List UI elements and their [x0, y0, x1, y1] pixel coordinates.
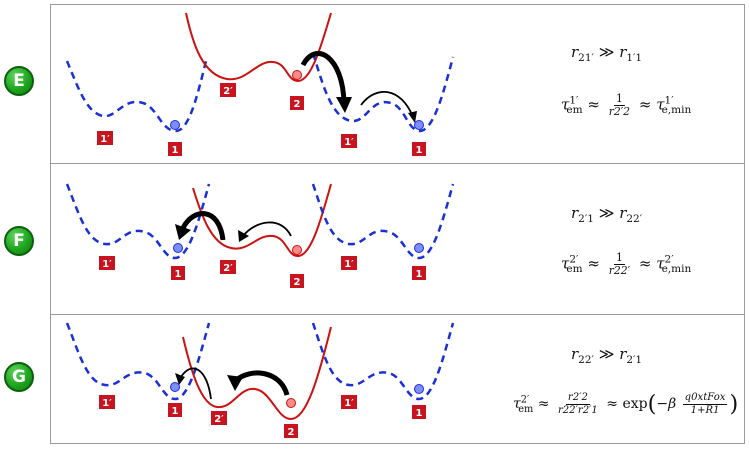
svg-text:1′: 1′	[344, 398, 354, 409]
panel-f-diagram: 1′ 1 2′ 2 1′ 1	[65, 183, 455, 288]
panel-f-condition: r2′1 ≫ r22′	[571, 204, 643, 225]
panel-f-fraction: 1 r22′	[608, 251, 631, 277]
thin-arrow	[360, 91, 414, 118]
svg-text:2: 2	[294, 277, 301, 288]
well-label-1p-right: 1′	[341, 395, 357, 409]
well-label-1p-left: 1′	[99, 256, 115, 270]
thin-arrow-head	[238, 230, 249, 242]
svg-text:1′: 1′	[100, 134, 110, 145]
panel-e-tau-equation: τ1′em ≈ 1 r2′2 ≈ τ1′e,min	[561, 92, 692, 118]
svg-text:2′: 2′	[223, 263, 233, 274]
particle-blue-right	[414, 120, 424, 130]
thick-arrow-head	[175, 224, 191, 240]
well-label-2: 2	[284, 424, 298, 438]
panel-e-fraction: 1 r2′2	[608, 92, 631, 118]
particle-blue-left	[173, 243, 183, 253]
particle-blue-right	[414, 243, 424, 253]
well-label-1-left: 1	[171, 266, 185, 280]
svg-text:1′: 1′	[344, 137, 354, 148]
panel-g-tau-equation: τ2′em ≈ r2′2 r22′r2′1 ≈ exp(−β q0xtFox 1+R…	[513, 391, 739, 417]
well-label-1-right: 1	[412, 266, 426, 280]
panel-g-exp-fraction: q0xtFox 1+R1	[682, 392, 728, 416]
panel-g-badge: G	[4, 362, 34, 392]
particle-red	[286, 398, 296, 408]
blue-left-well-curve	[65, 322, 211, 401]
panel-e-diagram: 1′ 1 2′ 2 1′ 1	[65, 12, 455, 156]
well-label-1-left: 1	[168, 142, 182, 156]
thick-arrow-head	[227, 375, 243, 391]
blue-left-well-curve	[65, 56, 209, 133]
svg-text:2′: 2′	[223, 86, 233, 97]
thick-arrow	[180, 211, 226, 241]
well-label-2p: 2′	[220, 260, 236, 274]
panel-e-badge: E	[4, 66, 34, 96]
panel-e-condition: r21′ ≫ r1′1	[571, 43, 643, 64]
svg-text:1′: 1′	[102, 259, 112, 270]
svg-text:1′: 1′	[102, 398, 112, 409]
particle-blue-left	[170, 120, 180, 130]
svg-text:2′: 2′	[214, 414, 224, 425]
panel-g-condition: r22′ ≫ r2′1	[571, 345, 643, 366]
red-middle-well-curve	[192, 183, 332, 258]
thin-arrow-head	[175, 373, 185, 385]
well-label-1p-right: 1′	[341, 256, 357, 270]
svg-text:1: 1	[172, 145, 179, 156]
panel-f: 1′ 1 2′ 2 1′ 1 r2′1 ≫ r22′ τ2′em ≈ 1 r22′…	[50, 163, 745, 315]
well-label-1p-right: 1′	[341, 134, 357, 148]
panel-e: 1′ 1 2′ 2 1′ 1 r21′ ≫ r1′1 τ1′em ≈ 1 r2′2…	[50, 4, 745, 164]
particle-blue-left	[170, 382, 180, 392]
svg-text:1: 1	[416, 408, 423, 419]
red-middle-well-curve	[185, 12, 332, 83]
well-label-2: 2	[290, 274, 304, 288]
svg-text:1: 1	[416, 269, 423, 280]
well-label-2p: 2′	[211, 411, 227, 425]
panel-f-badge: F	[4, 226, 34, 256]
well-label-1-left: 1	[168, 403, 182, 417]
svg-text:1: 1	[172, 406, 179, 417]
thin-arrow	[180, 367, 212, 400]
blue-right-well-curve	[311, 322, 455, 401]
particle-blue-right	[414, 384, 424, 394]
well-label-1p-left: 1′	[99, 395, 115, 409]
blue-right-well-curve	[311, 183, 455, 260]
well-label-1-right: 1	[412, 405, 426, 419]
panel-f-tau-equation: τ2′em ≈ 1 r22′ ≈ τ2′e,min	[561, 251, 692, 277]
svg-text:1′: 1′	[344, 259, 354, 270]
panel-g: 1′ 1 2′ 2 1′ 1 r22′ ≫ r2′1 τ2′em ≈ r2′2 r…	[50, 314, 745, 444]
svg-text:1: 1	[175, 269, 182, 280]
well-label-2p: 2′	[220, 83, 236, 97]
red-middle-well-curve	[182, 326, 332, 421]
well-label-2: 2	[290, 96, 304, 110]
thin-arrow-head	[408, 111, 417, 123]
particle-red	[292, 245, 302, 255]
well-label-1p-left: 1′	[97, 131, 113, 145]
particle-red	[292, 70, 302, 80]
svg-text:2: 2	[288, 427, 295, 438]
thin-arrow	[242, 221, 292, 237]
panel-g-fraction: r2′2 r22′r2′1	[557, 392, 598, 416]
thick-arrow	[300, 51, 347, 104]
svg-text:2: 2	[294, 99, 301, 110]
panel-g-diagram: 1′ 1 2′ 2 1′ 1	[65, 322, 455, 438]
thick-arrow-head	[336, 97, 352, 113]
well-label-1-right: 1	[412, 142, 426, 156]
svg-text:1: 1	[416, 145, 423, 156]
